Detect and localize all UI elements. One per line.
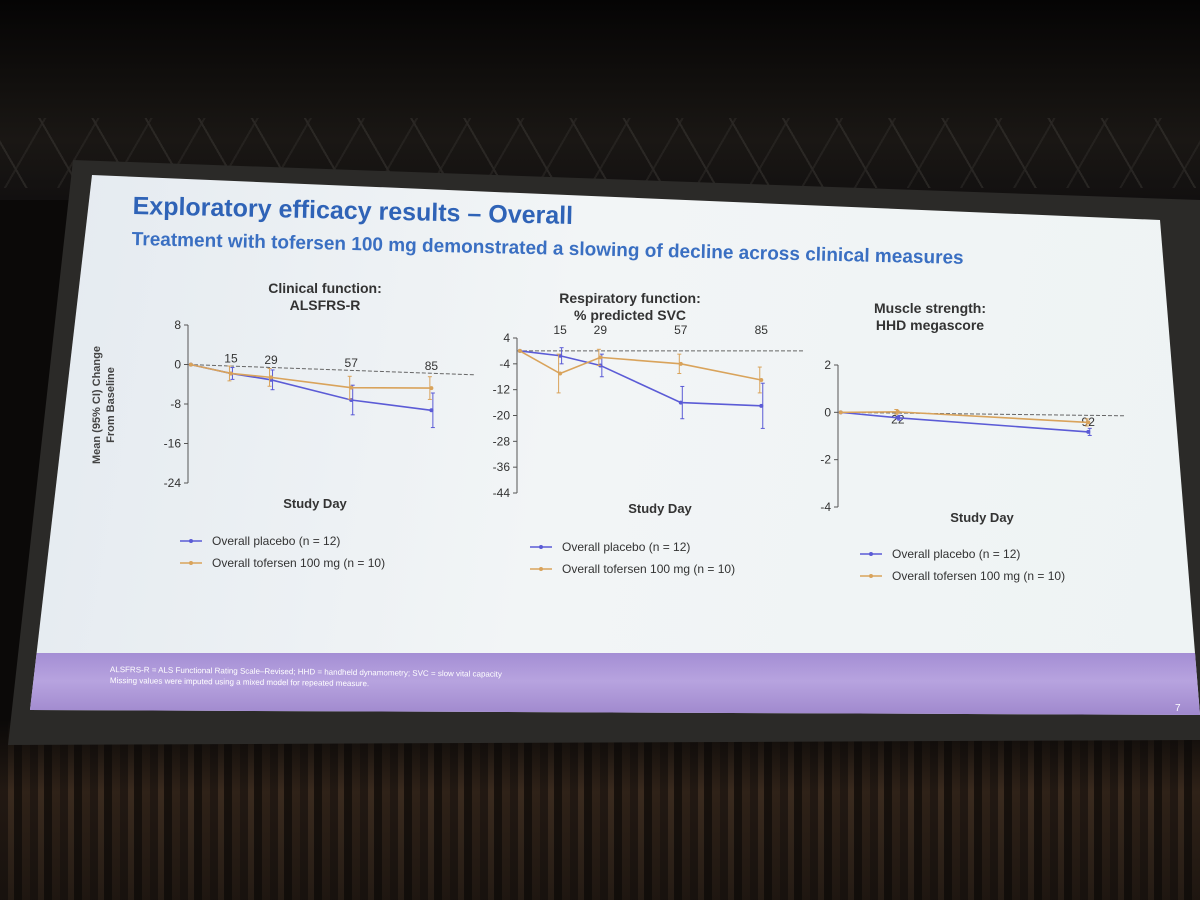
tofersen-data-point (269, 375, 274, 380)
legend-entry-label: Overall placebo (n = 12) (562, 540, 690, 554)
y-tick-label: 0 (824, 405, 831, 419)
placebo-data-point (759, 403, 764, 408)
legend-entry-label: Overall tofersen 100 mg (n = 10) (212, 556, 385, 570)
page-number: 7 (1175, 703, 1181, 714)
legend-swatch-marker (539, 545, 543, 549)
y-tick-label: -4 (499, 357, 510, 371)
y-tick-label: -12 (493, 383, 511, 397)
x-axis-label: Study Day (950, 510, 1014, 525)
study-day-label: 29 (264, 353, 278, 367)
study-day-label: 15 (224, 352, 238, 366)
y-axis-label-line: Mean (95% CI) Change (91, 346, 103, 464)
tofersen-data-point (678, 361, 683, 366)
y-tick-label: 8 (174, 318, 181, 332)
y-tick-label: -8 (170, 397, 181, 411)
study-day-label: 57 (345, 356, 359, 370)
tofersen-data-point (598, 355, 603, 360)
legend-entry-label: Overall placebo (n = 12) (212, 534, 340, 548)
chart-title-line: ALSFRS-R (290, 297, 361, 313)
tofersen-data-point (838, 410, 843, 415)
placebo-data-point (678, 400, 683, 405)
legend-swatch-marker (189, 539, 193, 543)
x-axis-label: Study Day (628, 501, 692, 516)
placebo-series-line (519, 350, 762, 407)
study-day-label: 85 (425, 359, 439, 373)
study-day-label: 85 (755, 323, 769, 337)
tofersen-data-point (228, 371, 233, 376)
legend-swatch-marker (539, 567, 543, 571)
chart-panel-3: Muscle strength:HHD megascore20-2-42292O… (820, 300, 1126, 583)
study-day-label: 57 (674, 323, 688, 337)
chart-title-line: Respiratory function: (559, 290, 701, 306)
y-tick-label: 4 (503, 331, 510, 345)
tofersen-data-point (188, 362, 193, 367)
y-tick-label: -44 (493, 486, 511, 500)
y-tick-label: -16 (164, 437, 182, 451)
y-tick-label: -36 (493, 460, 511, 474)
x-axis-label: Study Day (283, 496, 347, 511)
tofersen-data-point (349, 385, 354, 390)
chart-title-line: % predicted SVC (574, 307, 686, 323)
legend-entry-label: Overall placebo (n = 12) (892, 547, 1020, 561)
legend-entry-label: Overall tofersen 100 mg (n = 10) (892, 569, 1065, 583)
y-tick-label: -2 (820, 453, 831, 467)
chart-panel-2: Respiratory function:% predicted SVC 4 -4 -… (493, 290, 805, 576)
curtain-shadow (0, 720, 1200, 900)
y-tick-label: -4 (820, 500, 831, 514)
tofersen-data-point (517, 348, 522, 353)
tofersen-data-point (759, 377, 764, 382)
tofersen-data-point (895, 409, 900, 414)
legend-swatch-marker (189, 561, 193, 565)
tofersen-data-point (429, 386, 434, 391)
chart-title-line: Clinical function: (268, 280, 382, 296)
y-tick-label: -20 (493, 409, 511, 423)
chart-panel-1: Clinical function:ALSFRS-R 8 0 -8 -16 -24 15 29… (91, 280, 476, 570)
presentation-slide: Exploratory efficacy results – Overall T… (30, 175, 1200, 715)
y-axis-label-line: From Baseline (105, 367, 117, 443)
placebo-data-point (895, 415, 900, 420)
y-tick-label: 0 (174, 358, 181, 372)
legend-swatch-marker (869, 574, 873, 578)
tofersen-data-point (558, 371, 563, 376)
y-tick-label: 2 (824, 358, 831, 372)
tofersen-series-line (190, 363, 432, 389)
study-day-label: 15 (553, 323, 567, 337)
slide-footer (30, 653, 1200, 715)
y-tick-label: -24 (164, 476, 182, 490)
chart-title-line: Muscle strength: (874, 300, 986, 316)
placebo-data-point (1086, 429, 1091, 434)
y-tick-label: -28 (493, 434, 511, 448)
chart-title-line: HHD megascore (876, 317, 984, 333)
tofersen-data-point (1086, 420, 1091, 425)
placebo-data-point (429, 408, 434, 413)
legend-swatch-marker (869, 552, 873, 556)
legend-entry-label: Overall tofersen 100 mg (n = 10) (562, 562, 735, 576)
study-day-label: 29 (594, 323, 608, 337)
